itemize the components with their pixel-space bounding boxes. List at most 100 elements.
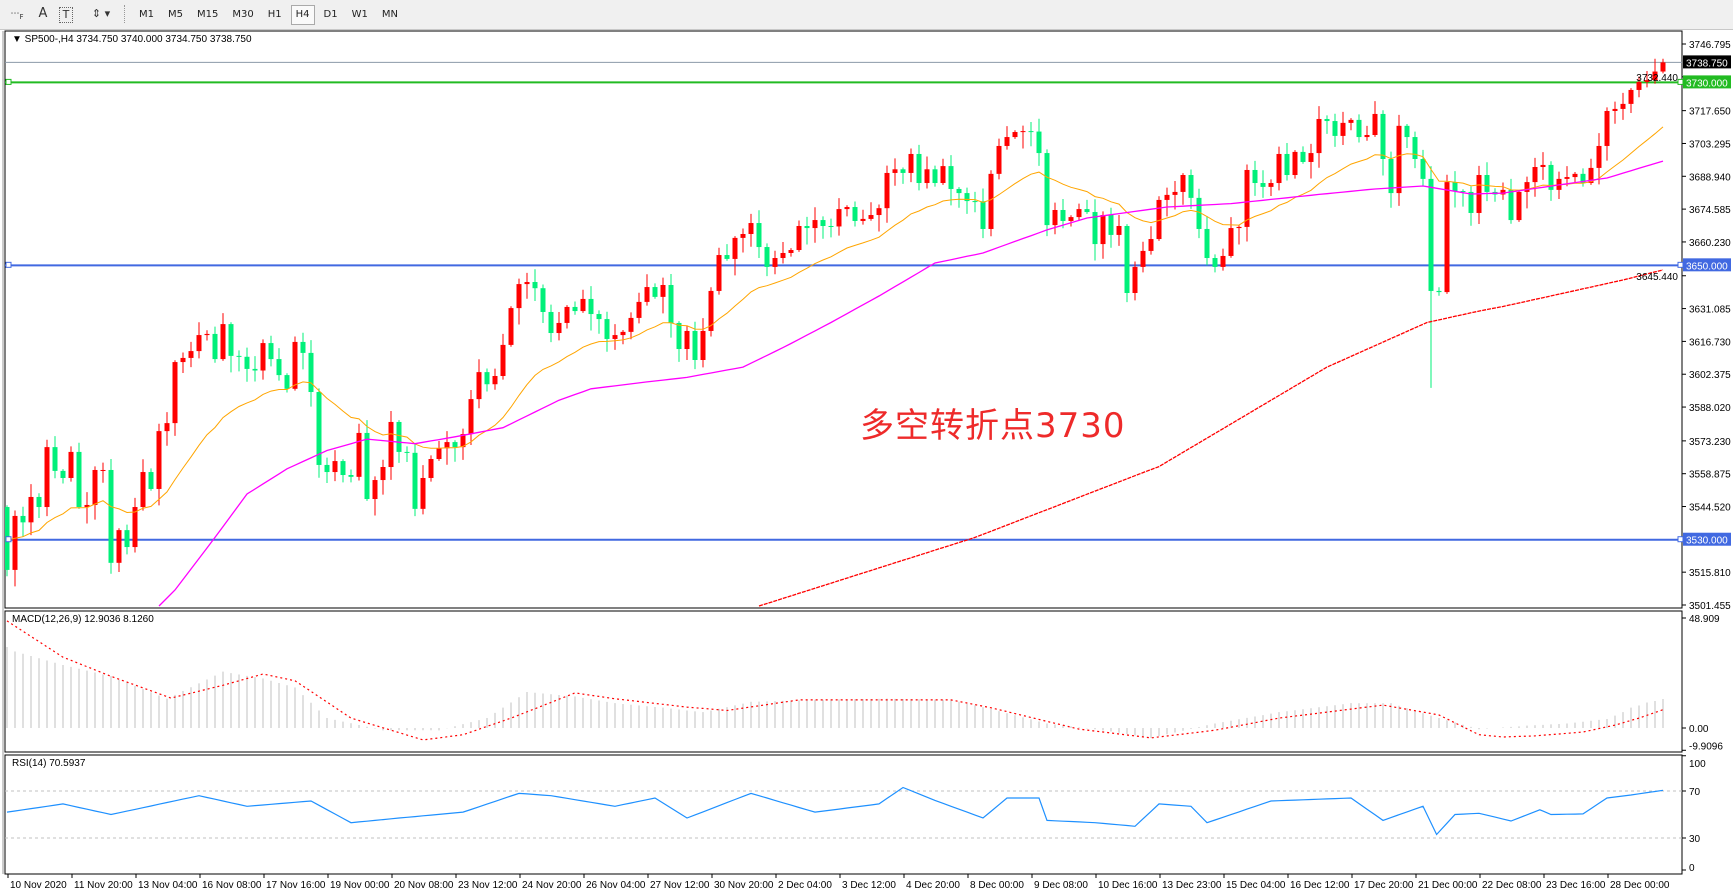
level-handle-icon[interactable] [1677, 78, 1684, 85]
candle[interactable] [188, 341, 194, 368]
candle[interactable] [508, 306, 514, 347]
candle[interactable] [52, 436, 58, 479]
candle[interactable] [1300, 146, 1306, 164]
candle[interactable] [1500, 182, 1506, 200]
candle[interactable] [780, 242, 786, 264]
candle[interactable] [316, 388, 322, 478]
candle[interactable] [1092, 199, 1098, 261]
candle[interactable] [1564, 166, 1570, 187]
candle[interactable] [428, 455, 434, 482]
candle[interactable] [476, 359, 482, 409]
candle[interactable] [404, 446, 410, 462]
candle[interactable] [644, 274, 650, 306]
candle[interactable] [1140, 241, 1146, 273]
candle[interactable] [1540, 152, 1546, 180]
candle[interactable] [852, 201, 858, 227]
candle[interactable] [700, 318, 706, 368]
candle[interactable] [1076, 203, 1082, 221]
candle[interactable] [388, 410, 394, 480]
candle[interactable] [1220, 248, 1226, 271]
candle[interactable] [620, 330, 626, 345]
candle[interactable] [1060, 199, 1066, 229]
candle[interactable] [1404, 124, 1410, 149]
candle[interactable] [1044, 149, 1050, 237]
candle[interactable] [1116, 215, 1122, 246]
candle[interactable] [76, 442, 82, 509]
candle[interactable] [996, 138, 1002, 180]
candle[interactable] [68, 446, 74, 482]
candle[interactable] [692, 321, 698, 370]
candle[interactable] [324, 457, 330, 484]
candle[interactable] [556, 311, 562, 341]
candle[interactable] [452, 440, 458, 462]
candle[interactable] [460, 428, 466, 460]
candle[interactable] [1052, 202, 1058, 235]
candle[interactable] [1036, 118, 1042, 166]
candle[interactable] [396, 420, 402, 463]
timeframe-h4-button[interactable]: H4 [290, 5, 315, 25]
candle[interactable] [1660, 58, 1666, 74]
candle[interactable] [172, 360, 178, 436]
candle[interactable] [1332, 113, 1338, 147]
candle[interactable] [20, 506, 26, 537]
candle[interactable] [876, 204, 882, 232]
candle[interactable] [60, 469, 66, 484]
candle[interactable] [716, 247, 722, 295]
candle[interactable] [292, 336, 298, 391]
candle[interactable] [652, 283, 658, 299]
candle[interactable] [1644, 70, 1650, 88]
candle[interactable] [1172, 180, 1178, 210]
level-handle-icon[interactable] [5, 536, 12, 543]
level-handle-icon[interactable] [1677, 536, 1684, 543]
candle[interactable] [572, 301, 578, 315]
candle[interactable] [1308, 143, 1314, 179]
candle[interactable] [348, 469, 354, 483]
candle[interactable] [380, 459, 386, 495]
timeframe-m30-button[interactable]: M30 [232, 9, 254, 20]
arrows-icon[interactable]: ⇕ ▾ [91, 7, 111, 20]
candle[interactable] [948, 155, 954, 206]
candle[interactable] [1604, 107, 1610, 161]
candle[interactable] [308, 340, 314, 407]
candle[interactable] [612, 324, 618, 350]
candle[interactable] [44, 439, 50, 517]
candle[interactable] [900, 167, 906, 184]
candle[interactable] [1508, 178, 1514, 224]
candle[interactable] [860, 209, 866, 225]
candle[interactable] [1188, 169, 1194, 209]
candle[interactable] [1100, 211, 1106, 259]
candle[interactable] [244, 347, 250, 382]
candle[interactable] [1316, 106, 1322, 168]
timeframe-mn-button[interactable]: MN [381, 9, 398, 20]
candle[interactable] [668, 274, 674, 338]
timeframe-m15-button[interactable]: M15 [197, 9, 219, 20]
chart-annotation[interactable]: 多空转折点3730 [860, 406, 1126, 446]
candle[interactable] [588, 286, 594, 331]
candle[interactable] [196, 322, 202, 359]
candle[interactable] [956, 187, 962, 208]
candle[interactable] [1372, 101, 1378, 137]
candle[interactable] [1004, 126, 1010, 150]
grid-f-icon[interactable]: ⋯F [10, 9, 24, 21]
candle[interactable] [1012, 130, 1018, 139]
candle[interactable] [1348, 118, 1354, 131]
candle[interactable] [1412, 131, 1418, 169]
candle[interactable] [1652, 58, 1658, 84]
candle[interactable] [796, 220, 802, 252]
timeframe-w1-button[interactable]: W1 [351, 9, 368, 20]
candle[interactable] [332, 450, 338, 482]
candle[interactable] [468, 389, 474, 446]
candle[interactable] [356, 423, 362, 481]
candle[interactable] [836, 198, 842, 236]
candle[interactable] [924, 156, 930, 189]
candle[interactable] [148, 468, 154, 491]
candle[interactable] [1380, 110, 1386, 176]
candle[interactable] [812, 207, 818, 243]
candle[interactable] [804, 216, 810, 245]
level-handle-icon[interactable] [5, 78, 12, 85]
candle[interactable] [1292, 150, 1298, 179]
candle[interactable] [820, 216, 826, 239]
candle[interactable] [884, 165, 890, 223]
candle[interactable] [940, 158, 946, 185]
